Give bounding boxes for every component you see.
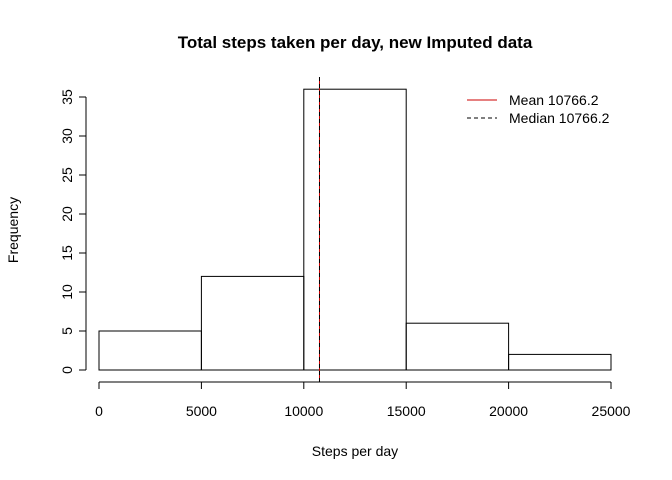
y-tick-label-7: 35 — [59, 89, 75, 105]
x-tick-label-0: 0 — [95, 403, 103, 419]
legend-label-1: Median 10766.2 — [509, 110, 610, 126]
histogram-bar-0 — [98, 330, 202, 371]
x-tick-label-5: 25000 — [592, 403, 631, 419]
y-axis-label: Frequency — [5, 197, 21, 263]
histogram-bar-1 — [200, 275, 305, 371]
y-tick-label-6: 30 — [59, 128, 75, 144]
legend-label-0: Mean 10766.2 — [509, 92, 599, 108]
x-tick-label-2: 10000 — [284, 403, 323, 419]
y-axis: 0 5 10 15 20 25 30 35 — [59, 89, 87, 374]
legend: Mean 10766.2 Median 10766.2 — [467, 92, 610, 126]
y-tick-label-1: 5 — [59, 327, 75, 335]
x-tick-label-4: 20000 — [489, 403, 528, 419]
histogram-bar-2 — [303, 88, 407, 371]
y-tick-label-4: 20 — [59, 206, 75, 222]
y-tick-label-2: 10 — [59, 284, 75, 300]
y-tick-label-0: 0 — [59, 366, 75, 374]
x-tick-label-3: 15000 — [387, 403, 426, 419]
x-axis: 0 5000 10000 15000 20000 25000 — [95, 381, 631, 419]
x-tick-label-1: 5000 — [186, 403, 217, 419]
histogram-bar-3 — [405, 322, 510, 371]
bars-group — [98, 88, 612, 371]
chart-title: Total steps taken per day, new Imputed d… — [178, 33, 533, 52]
histogram-bar-4 — [508, 353, 612, 371]
y-tick-label-3: 15 — [59, 245, 75, 261]
y-tick-label-5: 25 — [59, 167, 75, 183]
x-axis-label: Steps per day — [312, 443, 398, 459]
